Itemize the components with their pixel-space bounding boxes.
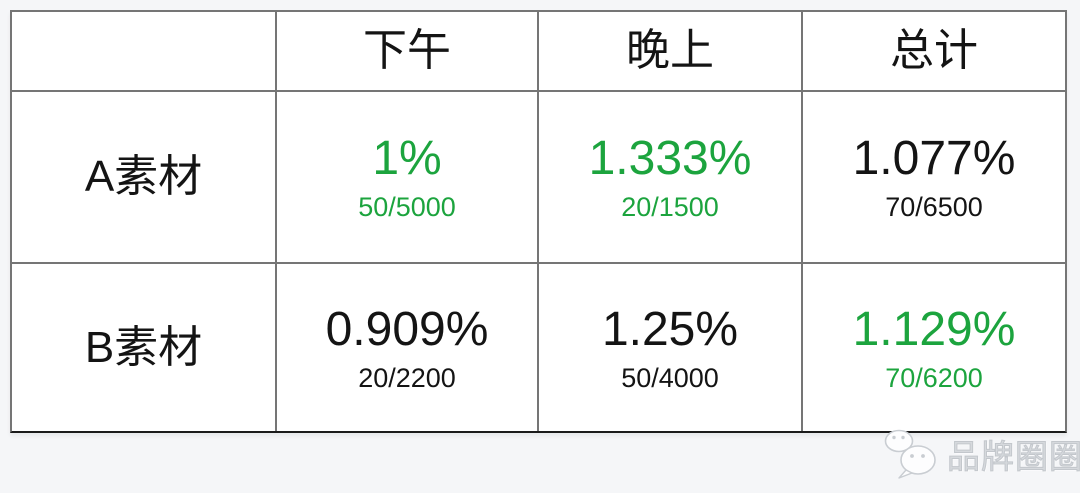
fraction-value: 50/4000 <box>621 362 719 393</box>
col-header-afternoon: 下午 <box>275 12 537 90</box>
row-label-b-text: B素材 <box>84 322 203 372</box>
watermark-text: 品牌圈圈 <box>947 438 1080 476</box>
col-header-evening: 晚上 <box>537 12 801 90</box>
cell-a-evening: 1.333% 20/1500 <box>537 90 801 262</box>
fraction-value: 20/1500 <box>621 192 719 223</box>
cell-b-evening: 1.25% 50/4000 <box>537 262 801 431</box>
fraction-value: 50/5000 <box>358 192 456 223</box>
col-header-total: 总计 <box>801 12 1065 90</box>
rate-value: 1.333% <box>588 132 752 186</box>
conversion-rate-table: 下午 晚上 总计 A素材 1% 50/5000 1.333% 20/1500 1… <box>10 10 1067 433</box>
fraction-value: 70/6200 <box>885 362 983 393</box>
watermark: 品牌圈圈 <box>882 429 1080 479</box>
cell-a-total: 1.077% 70/6500 <box>801 90 1065 262</box>
wechat-icon <box>884 429 936 479</box>
rate-value: 1.077% <box>852 132 1016 186</box>
row-label-a-text: A素材 <box>84 152 203 201</box>
rate-value: 1.25% <box>601 302 739 356</box>
corner-header-cell <box>12 12 275 90</box>
rate-value: 1% <box>372 132 442 186</box>
cell-b-afternoon: 0.909% 20/2200 <box>275 262 537 431</box>
rate-value: 1.129% <box>852 302 1016 356</box>
cell-b-total: 1.129% 70/6200 <box>801 262 1065 431</box>
col-header-evening-label: 晚上 <box>626 26 714 75</box>
col-header-total-label: 总计 <box>890 26 978 75</box>
rate-value: 0.909% <box>325 302 489 356</box>
row-label-b: B素材 <box>12 262 275 431</box>
cell-a-afternoon: 1% 50/5000 <box>275 90 537 262</box>
fraction-value: 20/2200 <box>358 362 456 393</box>
fraction-value: 70/6500 <box>885 192 983 223</box>
row-label-a: A素材 <box>12 90 275 262</box>
col-header-afternoon-label: 下午 <box>363 26 451 75</box>
